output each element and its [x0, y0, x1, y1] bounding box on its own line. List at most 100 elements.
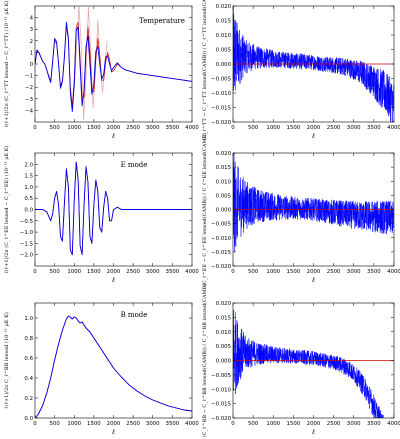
- series-line-0: [35, 21, 192, 113]
- y-tick-label: 0.2: [24, 396, 33, 402]
- x-tick-label: 2500: [126, 269, 140, 275]
- y-tick-label: 2: [30, 39, 33, 45]
- y-tick-label: 0.4: [24, 376, 33, 382]
- y-tick-label: 0.020: [216, 301, 232, 307]
- y-tick-label: 2.0: [24, 162, 33, 168]
- x-tick-label: 2500: [126, 421, 140, 427]
- x-tick-label: 3500: [166, 269, 180, 275]
- noise-series: [233, 153, 394, 253]
- y-tick-label: 0.015: [216, 165, 231, 171]
- x-tick-label: 0: [231, 421, 235, 427]
- noise-series: [233, 309, 384, 418]
- x-tick-label: 0: [33, 125, 37, 131]
- y-tick-label: 0.010: [216, 33, 232, 39]
- x-axis-label: ℓ: [111, 132, 115, 140]
- y-tick-label: −3: [25, 97, 33, 103]
- x-tick-label: 500: [248, 421, 259, 427]
- y-tick-label: −1: [25, 74, 33, 80]
- x-tick-label: 2500: [327, 421, 341, 427]
- panel-e-mode-ratio: 0 500 1000 1500 2000 2500 3000 3500 4000 −0.020 −0…: [201, 133, 400, 286]
- x-tick-label: 3500: [367, 421, 381, 427]
- y-tick-label: 0.0: [24, 416, 33, 422]
- x-tick-label: 500: [248, 125, 259, 131]
- y-tick-label: 1.0: [24, 316, 33, 322]
- x-tick-label: 2500: [327, 125, 341, 131]
- y-tick-label: 0.0: [24, 208, 33, 214]
- y-tick-label: −0.5: [20, 219, 33, 225]
- x-tick-label: 3000: [146, 421, 160, 427]
- y-tick-label: −0.020: [211, 120, 232, 126]
- y-tick-label: 0.010: [216, 330, 232, 336]
- x-axis-label: ℓ: [311, 428, 315, 436]
- x-tick-label: 1500: [287, 421, 301, 427]
- panel-b-mode: 0 500 1000 1500 2000 2500 3000 3500 4000 0.0 0.2 0.…: [3, 302, 199, 436]
- y-tick-label: 0.8: [24, 336, 33, 342]
- panel-annotation: B mode: [121, 311, 148, 319]
- plot-area: [233, 309, 394, 418]
- x-tick-label: 500: [49, 125, 60, 131]
- panel-b-mode-ratio: 0 500 1000 1500 2000 2500 3000 3500 4000 −0.020 −0…: [201, 284, 400, 437]
- plot-area: [233, 153, 394, 253]
- plot-area: [35, 6, 192, 121]
- x-tick-label: 2000: [307, 125, 321, 131]
- x-tick-label: 1500: [87, 125, 101, 131]
- x-tick-label: 2000: [107, 125, 121, 131]
- x-tick-label: 1000: [266, 421, 280, 427]
- y-tick-label: 0.020: [216, 4, 232, 10]
- y-tick-label: 1.5: [24, 174, 33, 180]
- y-tick-label: −0.020: [211, 264, 232, 270]
- y-tick-label: −0.015: [211, 106, 231, 112]
- plot-area: [35, 161, 192, 256]
- panel-annotation: E mode: [121, 161, 148, 169]
- x-tick-label: 3000: [146, 269, 160, 275]
- x-tick-label: 1000: [67, 125, 81, 131]
- panel-annotation: Temperature: [139, 17, 185, 25]
- y-tick-label: −0.005: [211, 77, 231, 83]
- y-tick-label: 0.5: [24, 196, 33, 202]
- y-axis-label: (C_ℓ^BB − C_ℓ^BB lensed(CAMB)) / C_ℓ^BB …: [201, 284, 208, 437]
- x-tick-label: 3000: [347, 421, 361, 427]
- series-line-0: [35, 315, 192, 418]
- y-tick-label: −0.005: [211, 373, 231, 379]
- panel-temperature-ratio: 0 500 1000 1500 2000 2500 3000 3500 4000 −0.020 −0…: [201, 0, 400, 140]
- panel-temperature-diff: 0 500 1000 1500 2000 2500 3000 3500 4000 −4 −3 −2 −1…: [3, 1, 199, 141]
- x-tick-label: 500: [248, 269, 259, 275]
- y-tick-label: 0.6: [24, 356, 33, 362]
- y-tick-label: 0.010: [216, 179, 232, 185]
- x-tick-label: 4000: [387, 421, 400, 427]
- y-tick-label: 1.0: [24, 185, 33, 191]
- y-tick-label: −2.0: [20, 253, 34, 259]
- y-tick-label: −0.015: [211, 250, 231, 256]
- y-tick-label: −1.5: [20, 241, 33, 247]
- x-tick-label: 3500: [166, 125, 180, 131]
- x-tick-label: 1000: [67, 269, 81, 275]
- x-axis-label: ℓ: [111, 276, 115, 284]
- x-tick-label: 2000: [107, 421, 121, 427]
- x-tick-label: 4000: [387, 269, 400, 275]
- y-tick-label: −4: [25, 108, 34, 114]
- x-tick-label: 3000: [347, 269, 361, 275]
- x-tick-label: 3500: [367, 269, 381, 275]
- noise-series: [233, 6, 394, 122]
- x-tick-label: 3000: [146, 125, 160, 131]
- x-tick-label: 500: [49, 421, 60, 427]
- y-tick-label: 0.005: [216, 344, 231, 350]
- y-tick-label: 1: [30, 50, 33, 56]
- x-axis-label: ℓ: [311, 132, 315, 140]
- x-axis-label: ℓ: [311, 276, 315, 284]
- y-tick-label: 0.015: [216, 19, 231, 25]
- series-line-1: [35, 315, 192, 418]
- y-tick-label: 0.005: [216, 48, 231, 54]
- y-tick-label: −0.015: [211, 402, 231, 408]
- y-tick-label: 3: [30, 27, 33, 33]
- x-tick-label: 4000: [387, 125, 400, 131]
- y-tick-label: 0.000: [216, 208, 232, 214]
- x-tick-label: 2000: [107, 269, 121, 275]
- y-tick-label: 4: [30, 16, 34, 22]
- x-axis-label: ℓ: [111, 428, 115, 436]
- y-tick-label: −0.010: [211, 91, 232, 97]
- y-tick-label: −2: [25, 85, 33, 91]
- y-tick-label: 0.005: [216, 193, 231, 199]
- series-line-2: [73, 6, 108, 121]
- y-tick-label: 0.000: [216, 359, 232, 365]
